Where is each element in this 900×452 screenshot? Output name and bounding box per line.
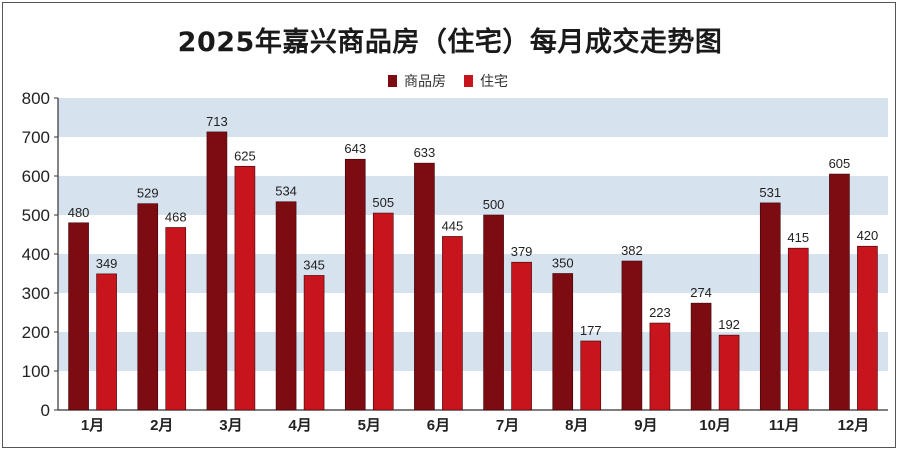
data-label: 274 bbox=[690, 285, 712, 300]
bar-series-1 bbox=[552, 273, 574, 411]
bar-series-2 bbox=[649, 322, 671, 411]
x-tick-label: 4月 bbox=[288, 417, 311, 434]
x-tick-label: 7月 bbox=[496, 417, 519, 434]
data-label: 349 bbox=[96, 256, 118, 271]
x-tick-label: 3月 bbox=[219, 417, 242, 434]
data-label: 382 bbox=[621, 243, 643, 258]
data-label: 531 bbox=[759, 185, 781, 200]
bar-series-1 bbox=[829, 173, 850, 411]
data-label: 534 bbox=[275, 184, 297, 199]
bar-series-1 bbox=[690, 302, 712, 411]
x-tick-label: 11月 bbox=[769, 417, 800, 434]
bar-series-1 bbox=[68, 222, 89, 411]
bar-series-2 bbox=[787, 247, 809, 411]
x-tick-label: 8月 bbox=[565, 417, 588, 434]
bar-series-2 bbox=[511, 261, 532, 411]
bar-series-2 bbox=[580, 340, 602, 411]
data-label: 177 bbox=[580, 323, 602, 338]
grid-band bbox=[58, 98, 888, 137]
bar-series-1 bbox=[344, 158, 366, 411]
data-label: 223 bbox=[649, 305, 671, 320]
data-label: 379 bbox=[511, 244, 533, 259]
data-label: 420 bbox=[857, 228, 879, 243]
bar-series-2 bbox=[718, 334, 740, 411]
axes bbox=[54, 97, 888, 411]
y-tick-label: 400 bbox=[22, 245, 50, 264]
data-label: 505 bbox=[372, 195, 394, 210]
data-label: 415 bbox=[787, 230, 809, 245]
data-label: 350 bbox=[552, 256, 574, 271]
bar-series-1 bbox=[414, 162, 435, 411]
data-label: 345 bbox=[303, 257, 325, 272]
data-label: 480 bbox=[68, 205, 90, 220]
bar-series-2 bbox=[372, 212, 394, 411]
data-label: 633 bbox=[414, 145, 436, 160]
grid-band bbox=[58, 176, 888, 215]
bar-series-2 bbox=[442, 236, 463, 411]
x-tick-label: 2月 bbox=[150, 417, 173, 434]
bar-series-2 bbox=[303, 275, 325, 411]
y-tick-label: 300 bbox=[22, 284, 50, 303]
x-tick-label: 9月 bbox=[634, 417, 657, 434]
y-tick-label: 200 bbox=[22, 323, 50, 342]
data-label: 643 bbox=[344, 141, 366, 156]
bar-series-1 bbox=[275, 201, 297, 411]
y-tick-label: 0 bbox=[41, 401, 50, 420]
bar-series-1 bbox=[759, 202, 781, 411]
bar-series-1 bbox=[621, 260, 643, 411]
chart-legend: 商品房 住宅 bbox=[388, 71, 526, 91]
bar-series-2 bbox=[857, 245, 878, 411]
bar-series-2 bbox=[234, 165, 256, 411]
legend-item-series-2: 住宅 bbox=[464, 71, 508, 91]
grid-band bbox=[58, 332, 888, 371]
data-label: 605 bbox=[829, 156, 851, 171]
legend-swatch-series-2 bbox=[464, 75, 473, 87]
legend-label-series-1: 商品房 bbox=[404, 74, 446, 90]
bars bbox=[68, 131, 878, 411]
y-tick-label: 700 bbox=[22, 128, 50, 147]
y-tick-label: 600 bbox=[22, 167, 50, 186]
bar-series-2 bbox=[96, 273, 117, 411]
data-label: 625 bbox=[234, 148, 256, 163]
tick-labels: 0 100 200 300 400 500 600 700 800 1月 2月 3月 4月 5月 6月 7月 8… bbox=[22, 89, 870, 434]
x-tick-label: 5月 bbox=[358, 417, 381, 434]
background-bands bbox=[58, 98, 888, 371]
x-tick-label: 12月 bbox=[838, 417, 870, 434]
y-tick-label: 100 bbox=[22, 362, 50, 381]
grid-band bbox=[58, 254, 888, 293]
bar-series-1 bbox=[206, 131, 228, 411]
data-label: 468 bbox=[165, 209, 187, 224]
data-label: 713 bbox=[206, 114, 228, 129]
legend-swatch-series-1 bbox=[388, 75, 397, 87]
y-tick-label: 800 bbox=[22, 89, 50, 108]
bar-series-1 bbox=[483, 214, 504, 411]
data-label: 192 bbox=[718, 317, 740, 332]
y-tick-label: 500 bbox=[22, 206, 50, 225]
chart-title: 2025年嘉兴商品房（住宅）每月成交走势图 bbox=[177, 27, 723, 58]
data-labels: 480 349 529 468 713 625 534 345 643 505 633 445 500 3… bbox=[68, 114, 879, 338]
x-tick-label: 6月 bbox=[427, 417, 450, 434]
data-label: 529 bbox=[137, 186, 159, 201]
legend-item-series-1: 商品房 bbox=[388, 71, 446, 91]
x-tick-label: 10月 bbox=[699, 417, 731, 434]
bar-series-2 bbox=[165, 227, 187, 411]
x-tick-label: 1月 bbox=[81, 417, 104, 434]
data-label: 445 bbox=[442, 218, 464, 233]
legend-label-series-2: 住宅 bbox=[480, 74, 508, 90]
data-label: 500 bbox=[483, 197, 505, 212]
bar-series-1 bbox=[137, 203, 159, 411]
